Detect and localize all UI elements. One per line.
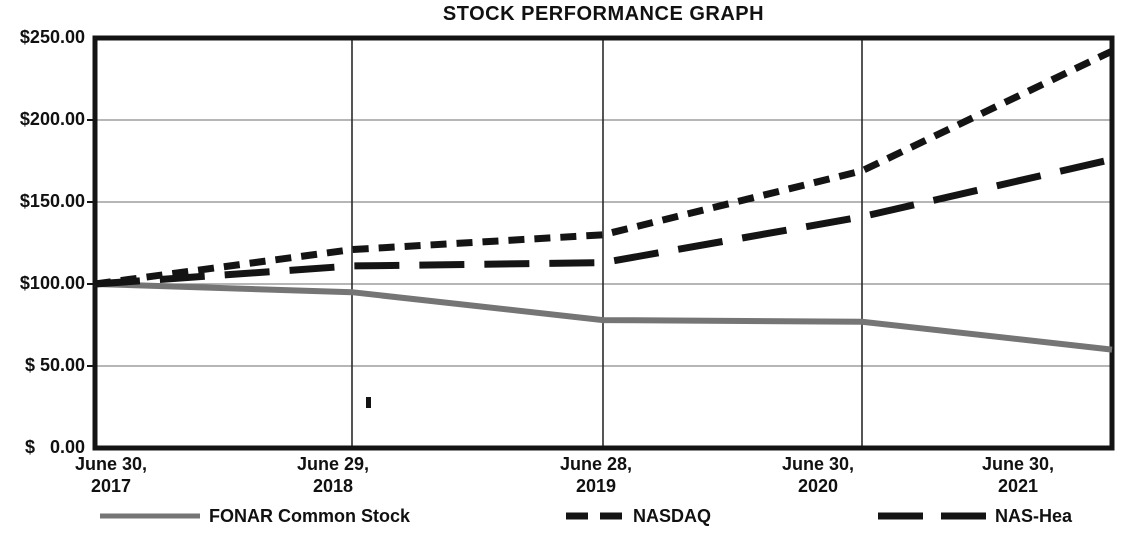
series-line-fonar-common-stock	[94, 281, 1113, 353]
legend-item-nas-hea: NAS-Hea	[878, 506, 1072, 526]
x-axis-label: June 29, 2018	[296, 454, 370, 496]
x-axis-label: June 30, 2021	[981, 454, 1055, 496]
y-axis-label: $150.00	[19, 191, 85, 211]
legend-label-nas-hea: NAS-Hea	[995, 505, 1073, 526]
x-axis-label: June 30, 2020	[781, 454, 855, 496]
legend-line-solid-icon	[100, 513, 200, 519]
y-axis-label: $ 50.00	[24, 355, 85, 375]
chart-title: STOCK PERFORMANCE GRAPH	[442, 3, 765, 25]
legend-line-short-dash-icon	[566, 512, 624, 520]
legend-label-nasdaq: NASDAQ	[633, 505, 712, 526]
series-line-nasdaq	[94, 47, 1114, 288]
y-axis-label: $200.00	[19, 109, 85, 129]
legend-line-long-dash-icon	[878, 512, 986, 520]
x-axis-label: June 28, 2019	[559, 454, 633, 496]
y-axis-label: $250.00	[19, 27, 85, 47]
series-line-nas-hea	[94, 155, 1113, 288]
x-axis-label: June 30, 2017	[74, 454, 148, 496]
y-axis-label: $100.00	[19, 273, 85, 293]
legend-label-fonar-common-stock: FONAR Common Stock	[209, 505, 411, 526]
legend-item-nasdaq: NASDAQ	[566, 506, 711, 526]
y-axis-label: $ 0.00	[24, 437, 85, 457]
plot-frame	[92, 35, 1115, 451]
stray-mark	[366, 397, 371, 408]
legend-item-fonar-common-stock: FONAR Common Stock	[100, 506, 410, 526]
